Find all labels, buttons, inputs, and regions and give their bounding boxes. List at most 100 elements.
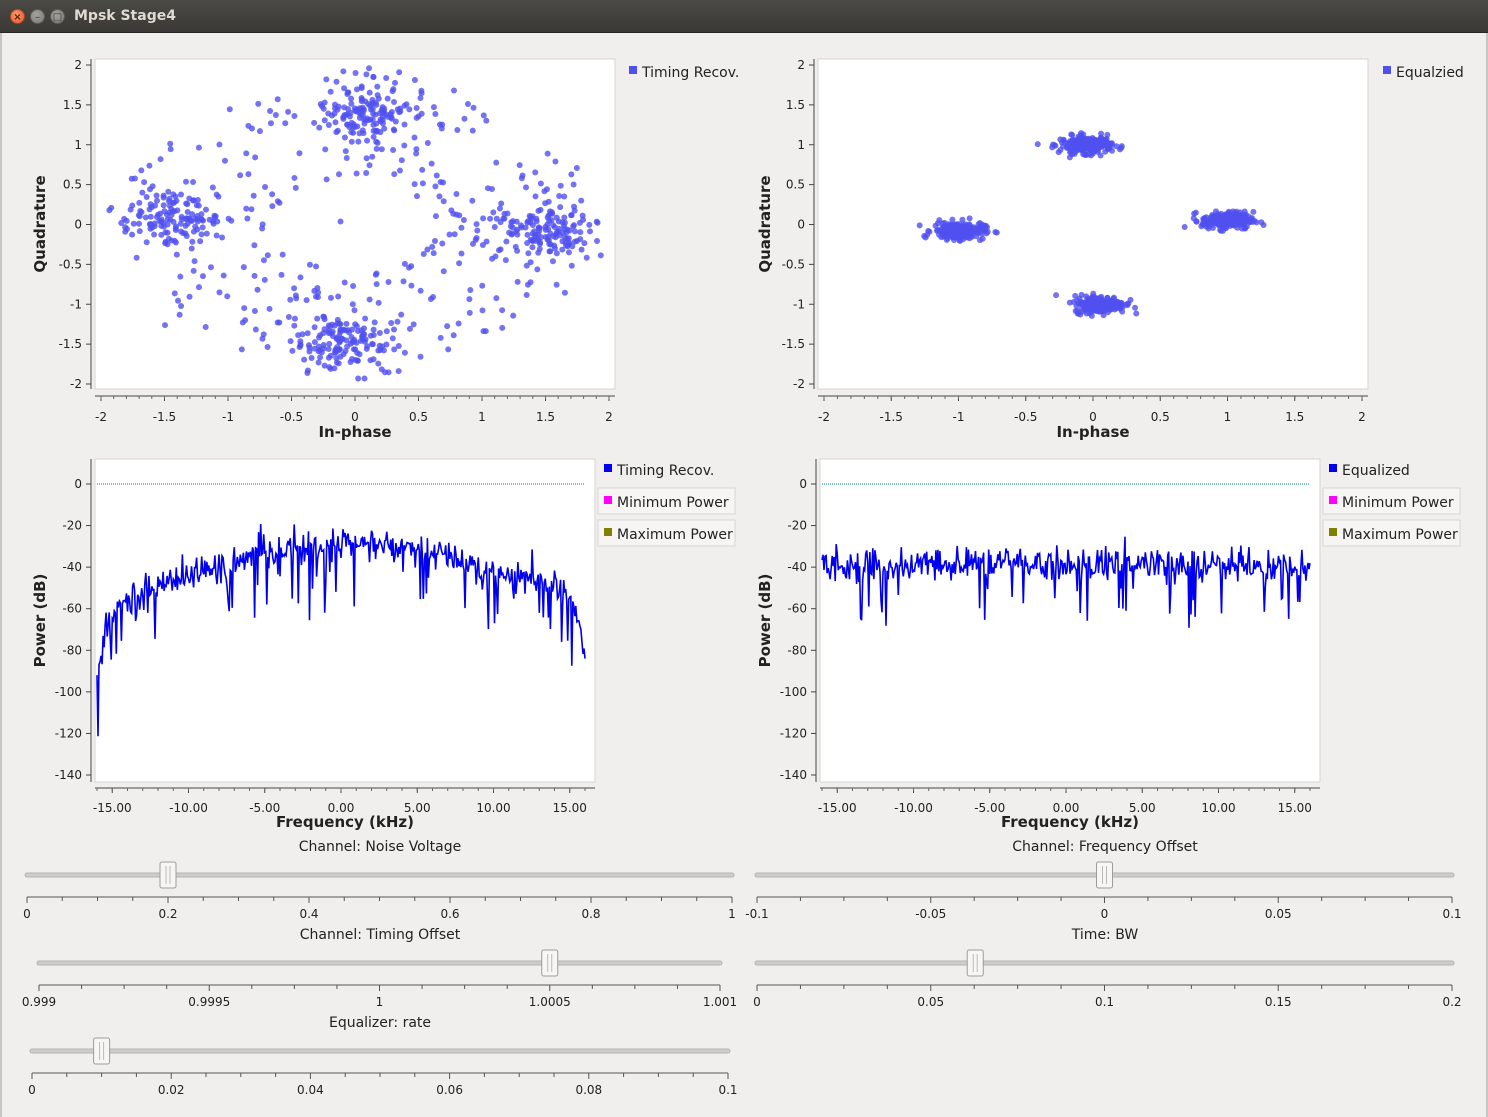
scatter-point (389, 335, 396, 342)
scatter-point (323, 76, 330, 83)
scatter-point (369, 340, 376, 347)
slider-tick-label: 0.2 (1442, 995, 1461, 1009)
close-button[interactable]: × (10, 9, 25, 24)
scatter-point (308, 355, 315, 362)
scatter-point (571, 228, 578, 235)
scatter-point (221, 157, 228, 164)
scatter-point (1114, 303, 1121, 310)
scatter-point (362, 315, 369, 322)
scatter-point (934, 226, 941, 233)
legend-item-box[interactable] (1322, 519, 1461, 547)
y-tick-label: -80 (787, 643, 807, 657)
scatter-point (561, 225, 568, 232)
scatter-point (189, 211, 196, 218)
legend-item-box[interactable] (1322, 487, 1461, 515)
scatter-point (510, 312, 517, 319)
slider-track[interactable] (24, 872, 735, 878)
scatter-point (276, 199, 283, 206)
scatter-point (445, 346, 452, 353)
scatter-point (353, 86, 360, 93)
slider-handle[interactable] (159, 861, 177, 889)
scatter-point (264, 343, 271, 350)
scatter-point (586, 228, 593, 235)
scatter-point (291, 112, 298, 119)
slider-handle[interactable] (966, 949, 984, 977)
slider-tick-label: 0.6 (440, 907, 459, 921)
scatter-point (332, 119, 339, 126)
scatter-point (1092, 304, 1099, 311)
scatter-point (264, 252, 271, 259)
scatter-point (155, 211, 162, 218)
scatter-point (166, 195, 173, 202)
x-tick-label: -1 (222, 410, 234, 424)
scatter-point (1098, 296, 1105, 303)
scatter-point (550, 233, 557, 240)
scatter-point (363, 170, 370, 177)
y-axis-title: Power (dB) (31, 574, 49, 668)
scatter-point (1236, 219, 1243, 226)
slider-handle[interactable] (93, 1037, 111, 1065)
slider-handle[interactable] (1096, 861, 1113, 889)
scatter-point (322, 146, 329, 153)
scatter-point (959, 216, 966, 223)
scatter-point (289, 347, 296, 354)
scatter-point (171, 290, 178, 297)
scatter-point (411, 134, 418, 141)
scatter-point (370, 331, 377, 338)
y-tick-label: -0.5 (59, 257, 82, 271)
scatter-point (279, 251, 286, 258)
scatter-point (317, 354, 324, 361)
scatter-point (439, 121, 446, 128)
slider-track[interactable] (29, 1048, 731, 1054)
scatter-point (469, 197, 476, 204)
scatter-point (551, 224, 558, 231)
scatter-point (336, 320, 343, 327)
scatter-point (297, 274, 304, 281)
y-tick-label: -60 (787, 602, 807, 616)
scatter-point (1113, 143, 1120, 150)
slider-handle[interactable] (541, 949, 559, 977)
legend-swatch (604, 464, 612, 472)
scatter-point (311, 345, 318, 352)
scatter-point (355, 375, 362, 382)
slider-time-bw: Time: BW 0 0.05 0.1 0.15 0.2 (753, 927, 1461, 1009)
scatter-points (916, 130, 1267, 319)
scatter-point (418, 87, 425, 94)
scatter-point (385, 279, 392, 286)
scatter-point (363, 155, 370, 162)
scatter-point (1102, 301, 1109, 308)
scatter-point (127, 206, 134, 213)
scatter-point (482, 328, 489, 335)
scatter-point (353, 170, 360, 177)
maximize-button[interactable]: □ (50, 9, 65, 24)
x-tick-label: -2 (95, 410, 107, 424)
scatter-point (966, 215, 973, 222)
scatter-point (1063, 139, 1070, 146)
scatter-point (365, 100, 372, 107)
scatter-point (170, 218, 177, 225)
scatter-point (379, 104, 386, 111)
slider-track[interactable] (36, 960, 723, 966)
slider-tick-label: 0.02 (158, 1083, 185, 1097)
scatter-point (586, 221, 593, 228)
scatter-point (274, 96, 281, 103)
legend-item-box[interactable] (597, 519, 736, 547)
scatter-point (390, 147, 397, 154)
scatter-point (262, 184, 269, 191)
y-tick-label: 1.5 (786, 98, 805, 112)
scatter-point (580, 216, 587, 223)
scatter-point (548, 217, 555, 224)
scatter-point (325, 346, 332, 353)
scatter-point (326, 340, 333, 347)
scatter-point (1133, 310, 1140, 317)
legend-item-box[interactable] (597, 487, 736, 515)
scatter-point (469, 127, 476, 134)
slider-track[interactable] (754, 960, 1455, 966)
scatter-point (1090, 290, 1097, 297)
scatter-point (523, 262, 530, 269)
scatter-point (964, 223, 971, 230)
slider-tick-label: 0 (1101, 907, 1109, 921)
scatter-point (375, 347, 382, 354)
minimize-button[interactable]: – (30, 9, 45, 24)
scatter-point (1217, 216, 1224, 223)
